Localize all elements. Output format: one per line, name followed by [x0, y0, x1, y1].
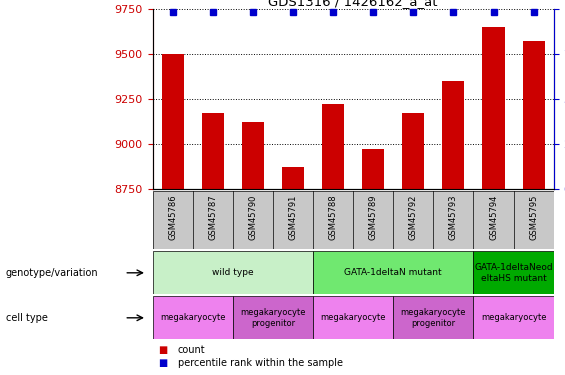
- Text: megakaryocyte: megakaryocyte: [320, 314, 386, 322]
- Bar: [523, 41, 545, 189]
- Text: GSM45787: GSM45787: [208, 194, 217, 240]
- Bar: [402, 113, 424, 189]
- Text: ■: ■: [158, 345, 167, 355]
- Bar: [473, 296, 554, 339]
- Bar: [322, 104, 344, 189]
- Text: megakaryocyte
progenitor: megakaryocyte progenitor: [240, 308, 306, 327]
- Bar: [313, 296, 393, 339]
- Bar: [233, 296, 313, 339]
- Text: GATA-1deltaNeod
eltaHS mutant: GATA-1deltaNeod eltaHS mutant: [474, 263, 553, 282]
- Text: genotype/variation: genotype/variation: [6, 268, 98, 278]
- Text: GSM45789: GSM45789: [369, 194, 377, 240]
- Text: count: count: [178, 345, 206, 355]
- Text: GSM45792: GSM45792: [409, 194, 418, 240]
- Text: GSM45786: GSM45786: [168, 194, 177, 240]
- Bar: [162, 54, 184, 189]
- Text: megakaryocyte
progenitor: megakaryocyte progenitor: [401, 308, 466, 327]
- Bar: [202, 113, 224, 189]
- Bar: [442, 81, 464, 189]
- Text: megakaryocyte: megakaryocyte: [481, 314, 546, 322]
- Text: GSM45795: GSM45795: [529, 194, 538, 240]
- Text: cell type: cell type: [6, 313, 47, 323]
- Bar: [393, 296, 473, 339]
- Bar: [282, 167, 304, 189]
- Text: wild type: wild type: [212, 268, 254, 278]
- Text: GSM45788: GSM45788: [329, 194, 337, 240]
- Bar: [153, 251, 313, 294]
- Text: ■: ■: [158, 358, 167, 368]
- Text: GATA-1deltaN mutant: GATA-1deltaN mutant: [345, 268, 442, 278]
- Bar: [242, 122, 264, 189]
- Text: GSM45791: GSM45791: [289, 194, 297, 240]
- Bar: [483, 27, 505, 189]
- Text: GSM45790: GSM45790: [249, 194, 257, 240]
- Text: megakaryocyte: megakaryocyte: [160, 314, 225, 322]
- Title: GDS1316 / 1426162_a_at: GDS1316 / 1426162_a_at: [268, 0, 438, 8]
- Bar: [473, 251, 554, 294]
- Text: GSM45793: GSM45793: [449, 194, 458, 240]
- Bar: [362, 149, 384, 189]
- Bar: [153, 296, 233, 339]
- Bar: [313, 251, 473, 294]
- Text: GSM45794: GSM45794: [489, 194, 498, 240]
- Text: percentile rank within the sample: percentile rank within the sample: [178, 358, 343, 368]
